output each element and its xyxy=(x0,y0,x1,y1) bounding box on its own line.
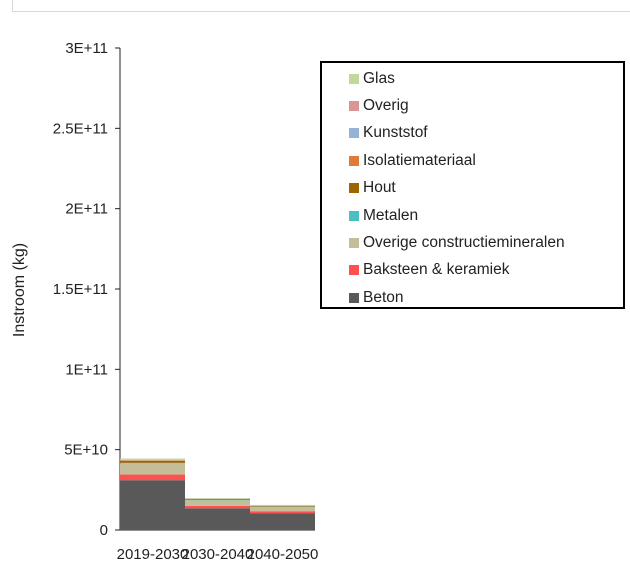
legend-item: Overig xyxy=(349,92,623,119)
legend-item: Glas xyxy=(349,65,623,92)
y-axis-label: Instroom (kg) xyxy=(11,242,28,338)
y-tick-label: 3E+11 xyxy=(65,40,108,57)
y-tick-label: 1E+11 xyxy=(65,361,108,378)
legend-label: Isolatiemateriaal xyxy=(363,151,476,169)
bar-segment xyxy=(250,506,315,512)
bar-segment xyxy=(120,460,185,463)
bar-segment xyxy=(120,480,185,530)
bar-segment xyxy=(185,505,250,509)
legend-swatch xyxy=(349,265,359,276)
x-tick-label: 2030-2040 xyxy=(182,546,254,563)
y-tick-label: 0 xyxy=(100,522,108,539)
legend-swatch xyxy=(349,210,359,221)
legend-item: Beton xyxy=(349,284,623,311)
chart-frame-top xyxy=(12,0,630,12)
x-tick-label: 2040-2050 xyxy=(247,546,319,563)
legend-item: Overige constructiemineralen xyxy=(349,229,623,256)
legend-label: Overige constructiemineralen xyxy=(363,234,565,252)
bar-segment xyxy=(185,508,250,530)
x-tick-label: 2019-2030 xyxy=(117,546,189,563)
legend-item: Hout xyxy=(349,175,623,202)
legend-swatch xyxy=(349,238,359,249)
legend-swatch xyxy=(349,73,359,84)
bar-segment xyxy=(120,463,185,475)
legend-item: Metalen xyxy=(349,202,623,229)
bar-segment xyxy=(185,499,250,501)
y-tick-label: 2.5E+11 xyxy=(53,120,108,137)
legend-label: Hout xyxy=(363,179,396,197)
y-tick-label: 5E+10 xyxy=(64,442,108,459)
legend-swatch xyxy=(349,128,359,139)
chart-legend: Glas Overig Kunststof Isolatiemateriaal Hout… xyxy=(320,61,625,309)
legend-label: Kunststof xyxy=(363,124,428,142)
bar-segment xyxy=(120,474,185,481)
legend-item: Kunststof xyxy=(349,120,623,147)
legend-swatch xyxy=(349,155,359,166)
y-tick-label: 1.5E+11 xyxy=(53,281,108,298)
legend-item: Isolatiemateriaal xyxy=(349,147,623,174)
bar-segment xyxy=(250,511,315,514)
legend-swatch xyxy=(349,183,359,194)
legend-label: Metalen xyxy=(363,206,419,224)
bar-segment xyxy=(250,513,315,530)
bar-segment xyxy=(120,458,185,460)
legend-label: Overig xyxy=(363,97,409,115)
bar-segment xyxy=(185,500,250,506)
legend-label: Baksteen & keramiek xyxy=(363,261,510,279)
legend-label: Beton xyxy=(363,288,404,306)
legend-label: Glas xyxy=(363,69,395,87)
bar-segment xyxy=(185,498,250,499)
legend-item: Baksteen & keramiek xyxy=(349,257,623,284)
legend-swatch xyxy=(349,101,359,112)
legend-swatch xyxy=(349,292,359,303)
bar-segment xyxy=(250,505,315,507)
y-tick-label: 2E+11 xyxy=(65,201,108,218)
